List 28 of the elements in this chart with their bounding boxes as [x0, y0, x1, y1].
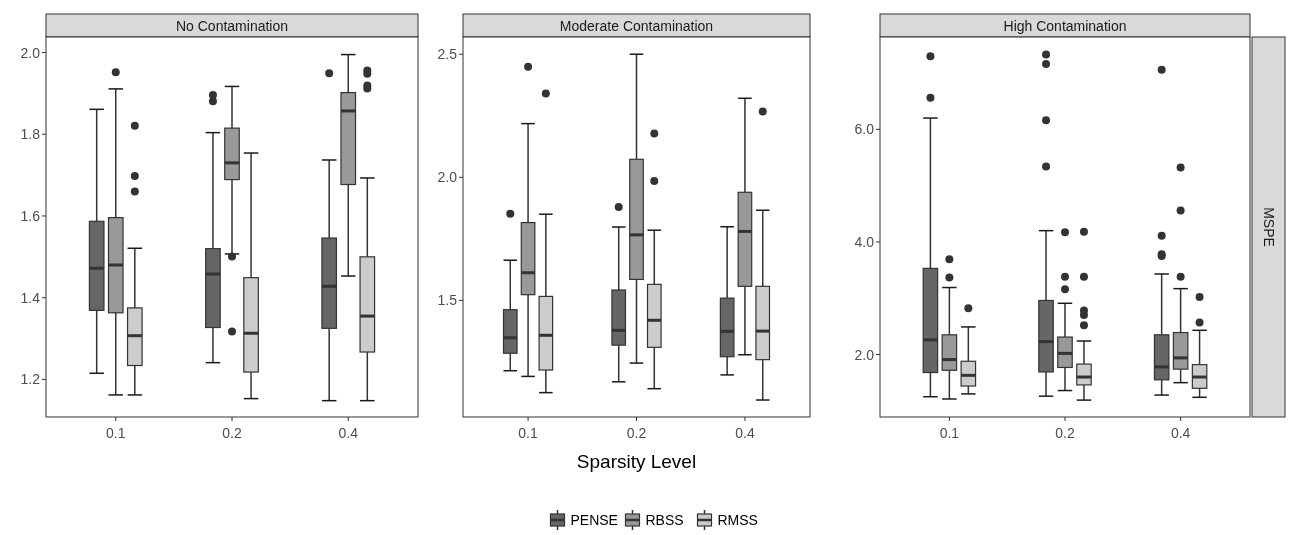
x-tick-label: 0.2	[222, 425, 242, 441]
y-tick-label: 1.8	[20, 126, 41, 143]
x-axis-title: Sparsity Level	[576, 451, 697, 472]
y-tick-label: 2.5	[437, 46, 458, 63]
x-tick-label: 0.4	[338, 425, 359, 441]
legend-label: RMSS	[717, 512, 758, 528]
chart-title: High Contamination	[1003, 17, 1127, 34]
x-tick-label: 0.2	[1055, 425, 1075, 441]
x-tick-label: 0.4	[735, 425, 755, 441]
y-tick-label: 1.5	[437, 292, 458, 309]
y-tick-label: 2.0	[437, 169, 458, 186]
x-tick-label: 0.2	[626, 425, 647, 441]
y-tick-label: 1.6	[20, 207, 41, 224]
x-tick-label: 0.1	[939, 425, 960, 441]
y-tick-label: 2.0	[20, 44, 41, 61]
y-tick-label: 2.0	[854, 346, 875, 363]
y-tick-label: 6.0	[854, 121, 875, 138]
y-axis-title: MSPE	[1260, 207, 1277, 247]
x-tick-label: 0.1	[106, 425, 126, 441]
chart-title: Moderate Contamination	[559, 17, 714, 34]
x-tick-label: 0.1	[518, 425, 538, 441]
chart-title: No Contamination	[175, 17, 289, 34]
y-tick-label: 1.4	[20, 289, 41, 306]
y-tick-label: 4.0	[854, 233, 875, 250]
legend-label: PENSE	[570, 512, 618, 528]
y-tick-label: 1.2	[20, 371, 41, 388]
legend-label: RBSS	[645, 512, 684, 528]
x-tick-label: 0.4	[1170, 425, 1191, 441]
